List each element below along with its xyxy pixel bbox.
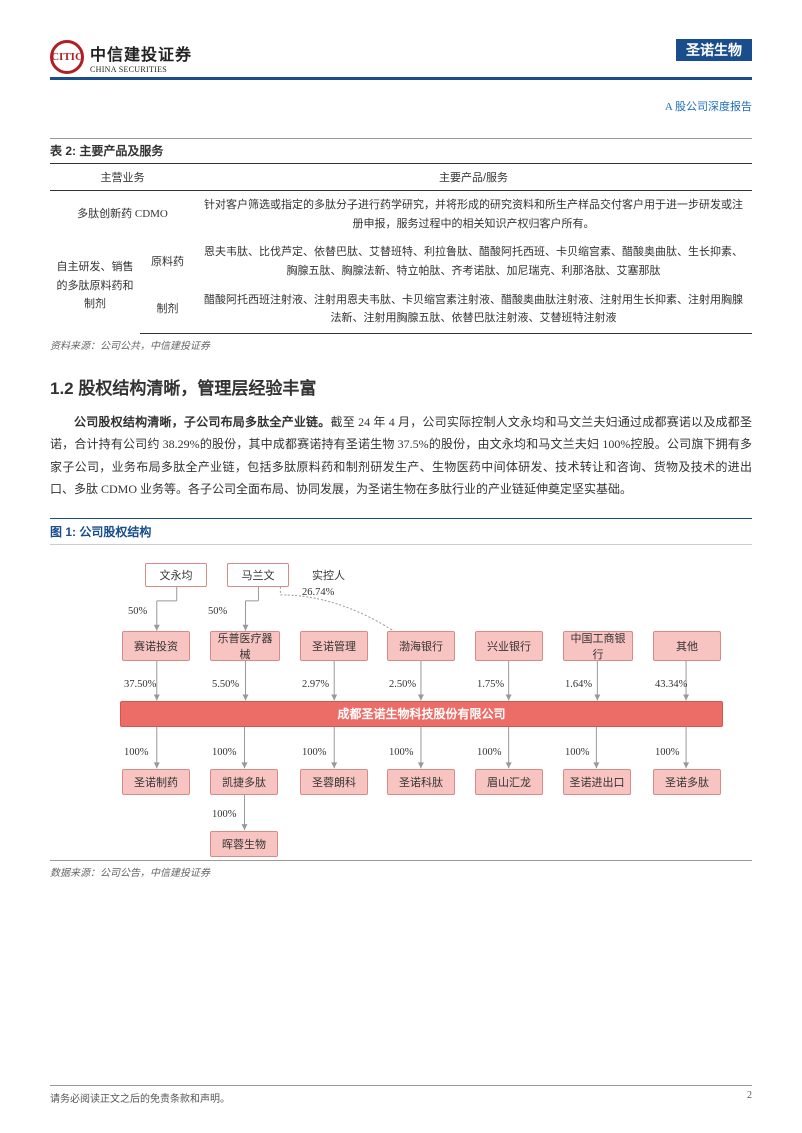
cell-desc-2: 醋酸阿托西班注射液、注射用恩夫韦肽、卡贝缩宫素注射液、醋酸奥曲肽注射液、注射用生… <box>195 286 752 334</box>
subsidiary-3: 圣诺科肽 <box>387 769 455 795</box>
pct-t2-1: 100% <box>212 747 237 758</box>
logo-icon: CITIC <box>50 40 84 74</box>
section-heading: 1.2 股权结构清晰，管理层经验丰富 <box>50 374 752 399</box>
logo-cn: 中信建投证券 <box>90 41 192 65</box>
th-business: 主营业务 <box>50 164 195 191</box>
page-header: CITIC 中信建投证券 CHINA SECURITIES 圣诺生物 <box>50 40 752 80</box>
pct-top-0: 50% <box>128 606 147 617</box>
cell-desc-0: 针对客户筛选或指定的多肽分子进行药学研究，并将形成的研究资料和所生产样品交付客户… <box>195 191 752 239</box>
shareholder-5: 中国工商银行 <box>563 631 633 661</box>
subsidiary-t3: 晖蓉生物 <box>210 831 278 857</box>
subsidiary-2: 圣蓉朗科 <box>300 769 368 795</box>
ownership-chart: 文永均马兰文 实控人 50% 50% 26.74% 赛诺投资 37.50% 乐普医疗器械 5.5… <box>50 551 752 861</box>
pct-dashed: 26.74% <box>302 587 334 598</box>
pct-t1-3: 2.50% <box>389 679 416 690</box>
brand-logo: CITIC 中信建投证券 CHINA SECURITIES <box>50 40 192 74</box>
products-table: 主营业务 主要产品/服务 多肽创新药 CDMO 针对客户筛选或指定的多肽分子进行… <box>50 163 752 334</box>
page-footer: 请务必阅读正文之后的免责条款和声明。 2 <box>50 1085 752 1105</box>
cell-sub-1: 原料药 <box>140 238 195 285</box>
pct-t2-5: 100% <box>565 747 590 758</box>
pct-t1-4: 1.75% <box>477 679 504 690</box>
subsidiary-5: 圣诺进出口 <box>563 769 631 795</box>
shareholder-4: 兴业银行 <box>475 631 543 661</box>
pct-top-1: 50% <box>208 606 227 617</box>
shareholder-3: 渤海银行 <box>387 631 455 661</box>
company-name-badge: 圣诺生物 <box>676 39 752 61</box>
person-0: 文永均 <box>145 563 207 587</box>
subsidiary-6: 圣诺多肽 <box>653 769 721 795</box>
pct-t2-3: 100% <box>389 747 414 758</box>
pct-t2-0: 100% <box>124 747 149 758</box>
pct-t1-0: 37.50% <box>124 679 156 690</box>
pct-t2-2: 100% <box>302 747 327 758</box>
shareholder-0: 赛诺投资 <box>122 631 190 661</box>
cell-sub-2: 制剂 <box>140 286 195 334</box>
pct-t1-5: 1.64% <box>565 679 592 690</box>
page-number: 2 <box>747 1090 752 1105</box>
actual-controller-label: 实控人 <box>312 567 345 583</box>
pct-t1-1: 5.50% <box>212 679 239 690</box>
disclaimer: 请务必阅读正文之后的免责条款和声明。 <box>50 1090 230 1105</box>
cell-desc-1: 恩夫韦肽、比伐芦定、依替巴肽、艾替班特、利拉鲁肽、醋酸阿托西班、卡贝缩宫素、醋酸… <box>195 238 752 285</box>
report-type: A 股公司深度报告 <box>50 98 752 114</box>
th-products: 主要产品/服务 <box>195 164 752 191</box>
cell-biz-0: 多肽创新药 CDMO <box>50 191 195 239</box>
subsidiary-1: 凯捷多肽 <box>210 769 278 795</box>
figure1-title: 图 1: 公司股权结构 <box>50 518 752 545</box>
logo-en: CHINA SECURITIES <box>90 65 192 74</box>
main-company: 成都圣诺生物科技股份有限公司 <box>120 701 723 727</box>
cell-biz-1: 自主研发、销售的多肽原料药和制剂 <box>50 238 140 333</box>
table2-source: 资料来源：公司公共，中信建投证券 <box>50 337 752 352</box>
figure1-source: 数据来源：公司公告，中信建投证券 <box>50 864 752 879</box>
table2-title: 表 2: 主要产品及服务 <box>50 138 752 159</box>
pct-t2-6: 100% <box>655 747 680 758</box>
pct-t1-2: 2.97% <box>302 679 329 690</box>
pct-t2-4: 100% <box>477 747 502 758</box>
subsidiary-0: 圣诺制药 <box>122 769 190 795</box>
pct-t3: 100% <box>212 809 237 820</box>
pct-t1-6: 43.34% <box>655 679 687 690</box>
shareholder-1: 乐普医疗器械 <box>210 631 280 661</box>
section-paragraph: 公司股权结构清晰，子公司布局多肽全产业链。截至 24 年 4 月，公司实际控制人… <box>50 411 752 500</box>
shareholder-2: 圣诺管理 <box>300 631 368 661</box>
subsidiary-4: 眉山汇龙 <box>475 769 543 795</box>
person-1: 马兰文 <box>227 563 289 587</box>
shareholder-6: 其他 <box>653 631 721 661</box>
